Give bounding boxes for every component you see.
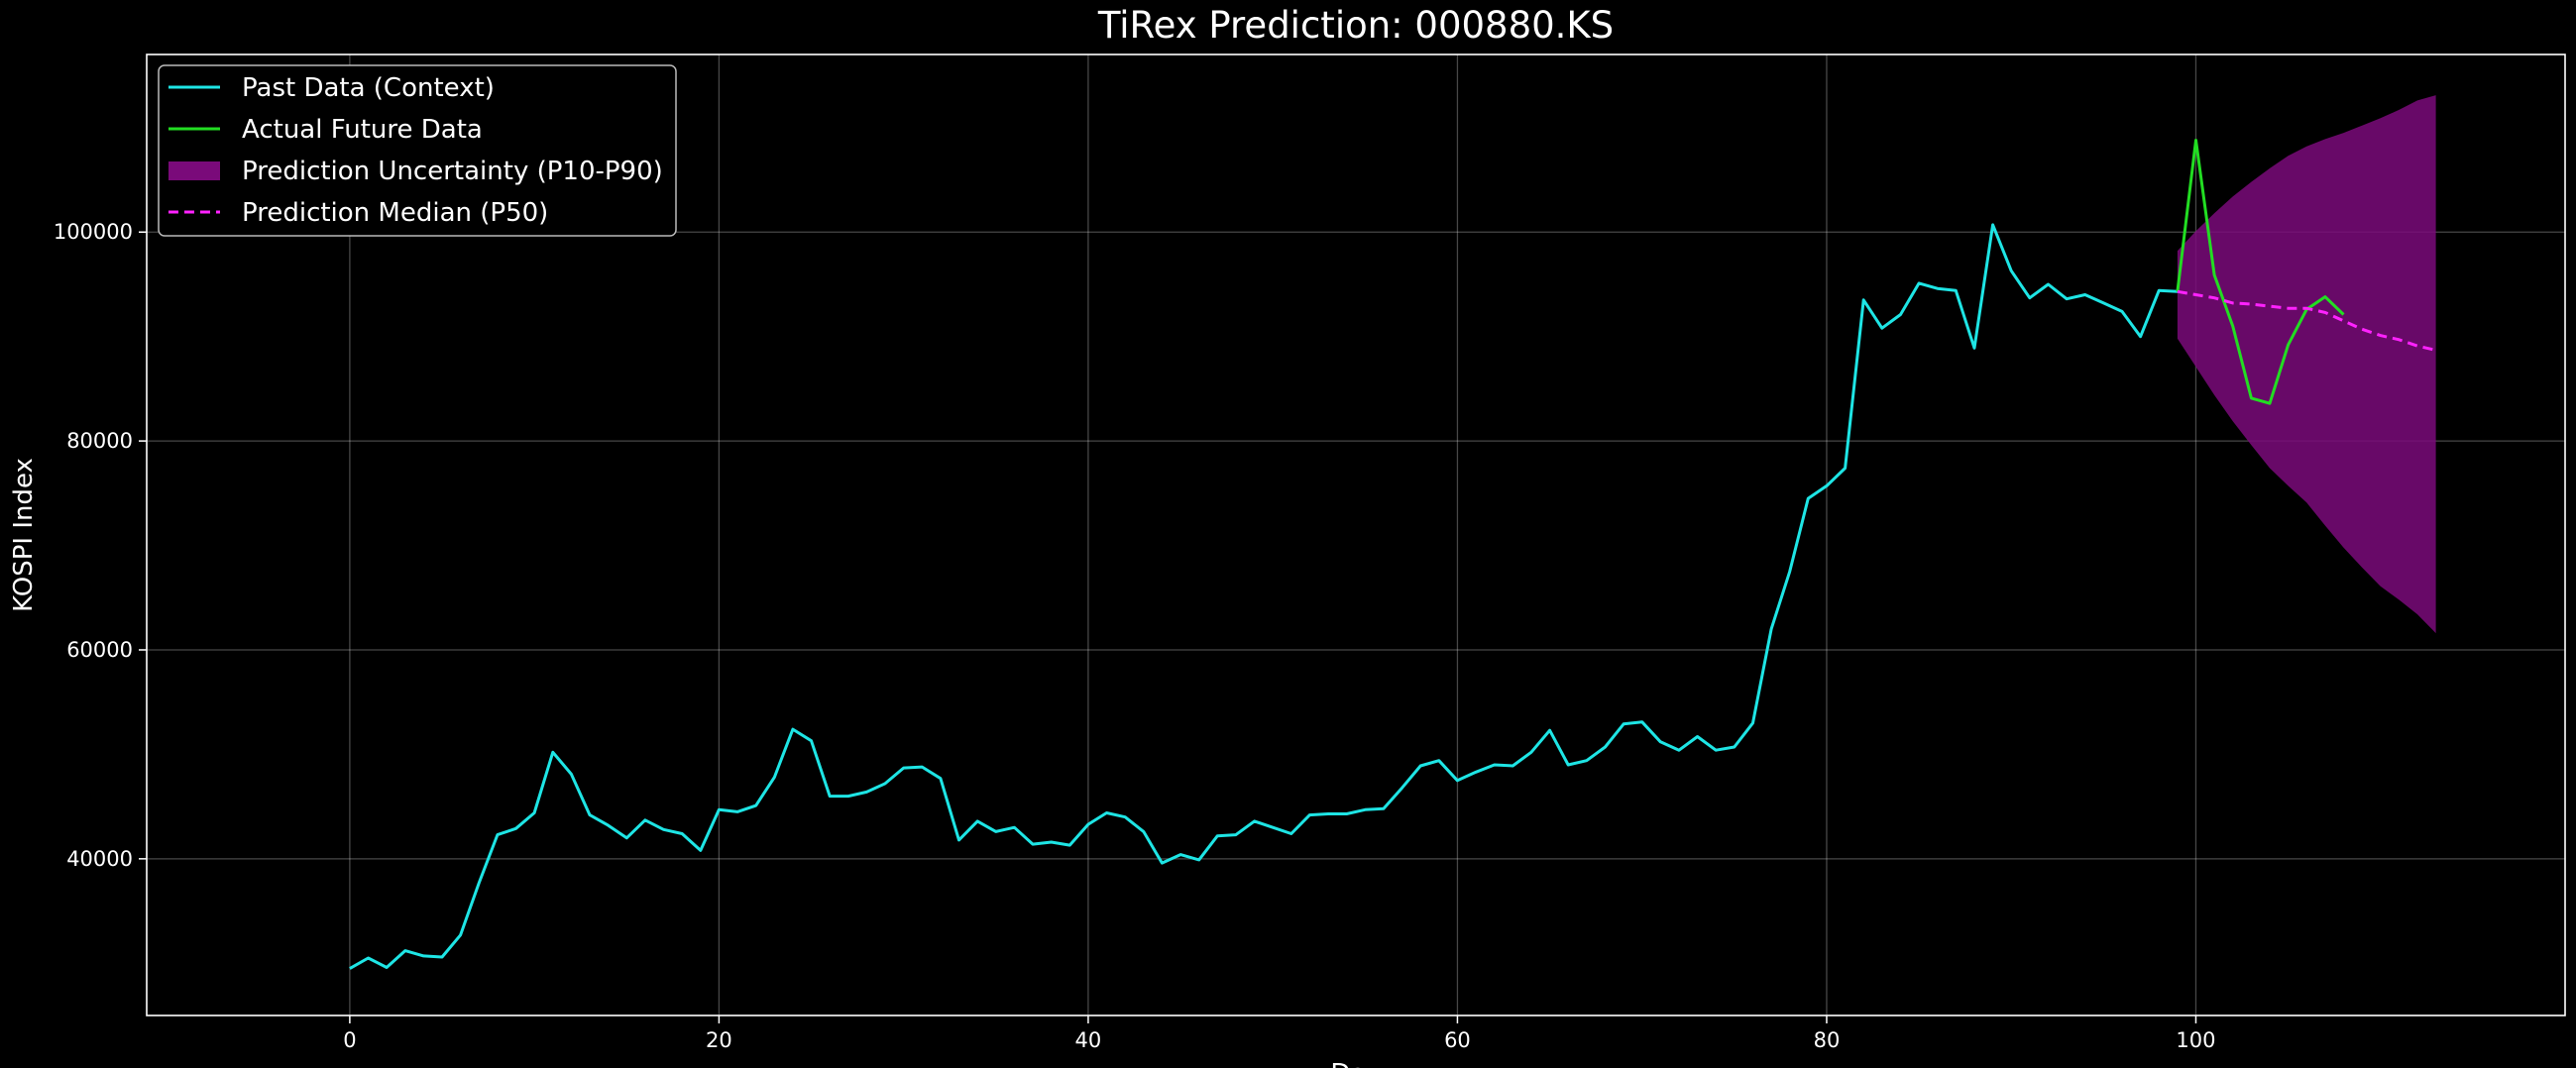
uncertainty-band bbox=[2177, 95, 2436, 634]
y-tick-label: 40000 bbox=[66, 847, 133, 871]
uncertainty-band-layer bbox=[2177, 95, 2436, 634]
x-tick-label: 80 bbox=[1814, 1028, 1841, 1052]
x-tick-label: 20 bbox=[706, 1028, 732, 1052]
legend-label-actual: Actual Future Data bbox=[242, 115, 483, 145]
x-axis-label: Day bbox=[1330, 1059, 1381, 1068]
y-tick-label: 80000 bbox=[66, 429, 133, 453]
chart-title: TiRex Prediction: 000880.KS bbox=[1097, 4, 1614, 47]
legend-label-context: Past Data (Context) bbox=[242, 73, 495, 103]
y-tick-label: 100000 bbox=[54, 220, 133, 244]
legend-label-band: Prediction Uncertainty (P10-P90) bbox=[242, 157, 663, 186]
plot-area-frame bbox=[146, 53, 2566, 1016]
x-tick-label: 0 bbox=[343, 1028, 356, 1052]
grid bbox=[147, 54, 2565, 1015]
legend: Past Data (Context) Actual Future Data P… bbox=[158, 64, 677, 237]
legend-box bbox=[158, 64, 677, 237]
legend-label-median: Prediction Median (P50) bbox=[242, 198, 548, 228]
legend-swatch-band bbox=[168, 161, 220, 180]
context-line bbox=[349, 223, 2178, 970]
y-axis-label: KOSPI Index bbox=[9, 458, 39, 612]
x-tick-label: 60 bbox=[1444, 1028, 1471, 1052]
y-tick-label: 60000 bbox=[66, 638, 133, 662]
ticks-layer: 0 20 40 60 80 100 40000 60000 80000 100000 bbox=[54, 220, 2216, 1052]
median-line bbox=[2177, 289, 2436, 352]
series-lines-layer bbox=[349, 139, 2436, 970]
actual-future-line bbox=[2176, 139, 2345, 405]
x-tick-label: 100 bbox=[2176, 1028, 2215, 1052]
x-tick-label: 40 bbox=[1075, 1028, 1102, 1052]
